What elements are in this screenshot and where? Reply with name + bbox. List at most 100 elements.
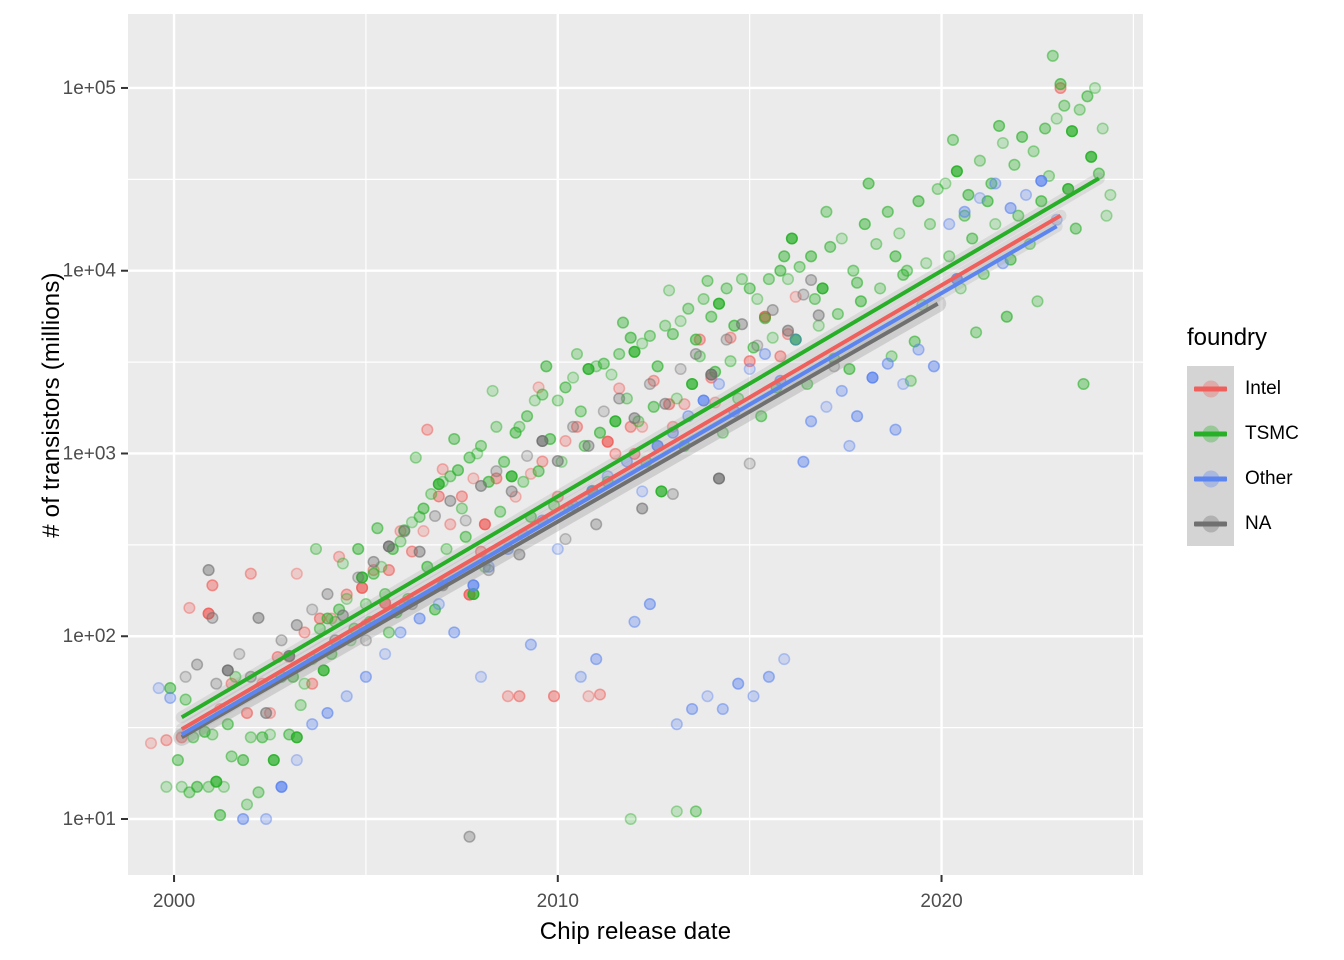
data-point-na — [636, 502, 649, 515]
data-point-other — [989, 177, 1002, 190]
data-point-other — [973, 191, 986, 205]
data-point-intel — [1054, 81, 1067, 95]
data-point-tsmc — [651, 360, 664, 373]
data-point-intel — [298, 626, 311, 639]
data-point-na — [628, 412, 641, 425]
x-tick-label: 2000 — [153, 891, 195, 912]
data-point-tsmc — [160, 780, 173, 793]
data-point-tsmc — [244, 731, 257, 744]
data-point-other — [712, 377, 726, 391]
data-point-tsmc — [881, 205, 894, 218]
data-point-tsmc — [317, 664, 330, 677]
data-point-tsmc — [659, 319, 672, 332]
data-point-other — [912, 343, 925, 356]
data-point-intel — [367, 564, 380, 577]
data-point-intel — [455, 490, 468, 503]
data-point-na — [521, 449, 534, 462]
data-point-tsmc — [1077, 377, 1090, 391]
data-point-other — [881, 357, 894, 370]
legend-row-na: NA — [1187, 501, 1337, 546]
data-point-tsmc — [816, 282, 829, 295]
data-point-other — [889, 423, 902, 436]
data-point-na — [567, 420, 580, 433]
data-point-tsmc — [256, 731, 269, 744]
data-point-tsmc — [1000, 310, 1013, 323]
data-point-tsmc — [1039, 122, 1052, 135]
data-point-other — [943, 218, 956, 231]
data-point-tsmc — [950, 165, 963, 178]
data-point-other — [716, 702, 729, 716]
data-point-tsmc — [198, 725, 211, 738]
data-point-tsmc — [237, 754, 250, 767]
data-point-na — [275, 634, 288, 647]
data-point-tsmc — [904, 374, 917, 387]
data-point-tsmc — [444, 470, 457, 483]
data-point-intel — [333, 550, 346, 563]
data-point-tsmc — [789, 333, 802, 346]
data-point-tsmc — [474, 439, 488, 452]
data-point-tsmc — [463, 451, 476, 464]
data-point-na — [751, 339, 764, 352]
data-point-na — [359, 634, 372, 647]
data-point-other — [835, 384, 848, 397]
data-point-tsmc — [697, 292, 710, 306]
data-point-tsmc — [682, 302, 695, 315]
data-point-tsmc — [221, 718, 234, 731]
data-point-tsmc — [309, 542, 323, 556]
data-point-other — [359, 670, 372, 683]
data-point-tsmc — [559, 381, 572, 394]
legend-label: Other — [1245, 467, 1293, 489]
data-point-tsmc — [743, 282, 756, 295]
legend-label: Intel — [1245, 377, 1281, 399]
data-point-intel — [478, 518, 491, 531]
legend-key-swatch — [1187, 366, 1234, 411]
y-tick-label: 1e+04 — [63, 261, 117, 282]
data-point-other — [758, 347, 772, 361]
data-point-tsmc — [432, 478, 445, 491]
data-point-na — [590, 518, 603, 531]
y-tick-label: 1e+03 — [63, 443, 116, 464]
data-point-intel — [636, 420, 649, 433]
data-point-tsmc — [889, 250, 902, 263]
data-point-tsmc — [705, 310, 718, 323]
data-point-other — [762, 670, 775, 683]
data-point-tsmc — [993, 119, 1006, 132]
data-point-tsmc — [298, 677, 311, 690]
data-point-na — [428, 509, 442, 523]
data-point-other — [797, 455, 810, 468]
data-point-tsmc — [835, 232, 848, 245]
data-point-tsmc — [521, 410, 534, 423]
data-point-other — [551, 542, 564, 556]
data-point-na — [805, 273, 818, 287]
data-point-tsmc — [720, 282, 733, 295]
data-point-intel — [444, 518, 457, 531]
data-point-na — [482, 564, 495, 577]
data-point-tsmc — [1088, 81, 1102, 95]
data-point-tsmc — [847, 264, 860, 277]
legend-items: Intel TSMC Other NA — [1187, 366, 1337, 546]
data-point-other — [152, 682, 165, 695]
data-point-tsmc — [624, 331, 637, 344]
legend-label: TSMC — [1245, 422, 1299, 444]
data-point-tsmc — [505, 470, 518, 483]
data-point-other — [747, 690, 760, 703]
data-point-tsmc — [517, 475, 530, 488]
data-point-intel — [663, 398, 676, 411]
data-point-tsmc — [785, 232, 798, 245]
trend-line-intel — [180, 213, 1062, 731]
data-point-na — [597, 405, 610, 418]
data-point-tsmc — [812, 319, 825, 332]
data-point-tsmc — [1069, 222, 1082, 235]
data-point-tsmc — [966, 232, 979, 245]
data-point-na — [551, 454, 564, 468]
data-point-tsmc — [217, 780, 230, 793]
data-point-other — [524, 638, 537, 651]
data-point-intel — [570, 420, 584, 433]
data-point-tsmc — [701, 274, 714, 287]
data-point-intel — [144, 737, 158, 750]
data-point-other — [379, 647, 392, 661]
data-point-tsmc — [923, 218, 937, 231]
legend-key-line-icon — [1194, 431, 1227, 436]
data-point-tsmc — [540, 360, 553, 373]
data-point-tsmc — [229, 670, 242, 683]
